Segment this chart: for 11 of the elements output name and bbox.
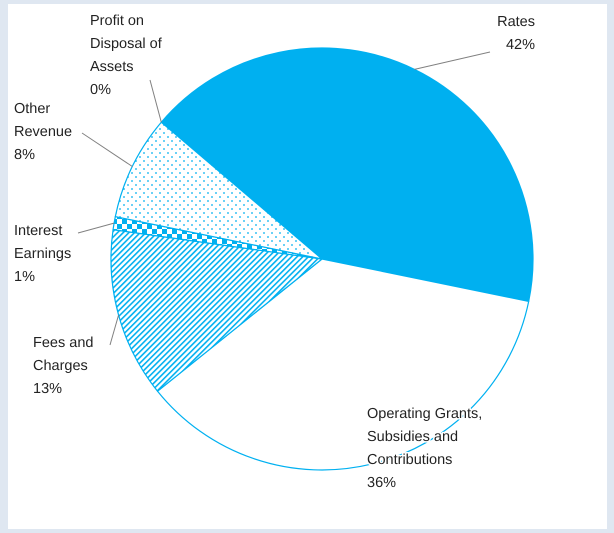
slice-label: Other Revenue <box>14 101 72 140</box>
data-label: 1% <box>14 269 36 285</box>
data-label: 8% <box>14 147 36 163</box>
data-label: 36% <box>367 475 396 491</box>
slice-label: Interest Earnings <box>14 223 72 262</box>
slice-label: Rates <box>497 14 535 30</box>
data-label: 42% <box>506 37 536 53</box>
text: 0% <box>90 82 111 98</box>
data-label: 13% <box>33 381 62 397</box>
slice-label: Fees and Charges <box>33 335 94 374</box>
category-label: Profit on Disposal of Assets <box>90 13 162 75</box>
